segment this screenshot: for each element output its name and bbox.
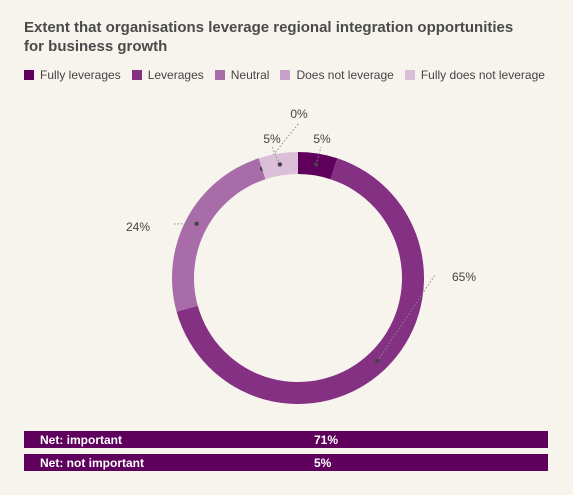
- legend-item-fully-leverages: Fully leverages: [24, 68, 121, 82]
- legend-label: Neutral: [230, 68, 270, 82]
- label-fully-leverages: 5%: [313, 132, 331, 146]
- label-leverages: 65%: [452, 270, 476, 284]
- legend-swatch: [280, 70, 291, 80]
- legend-swatch: [24, 70, 34, 80]
- legend-item-neutral: Neutral: [214, 68, 270, 82]
- legend-item-does-not-leverage: Does not leverage: [280, 68, 394, 82]
- legend-label: Fully leverages: [40, 68, 121, 82]
- chart-title: Extent that organisations leverage regio…: [24, 19, 514, 55]
- slice-marker-dot: [277, 162, 283, 167]
- net-important-label: Net: important: [40, 433, 122, 447]
- legend-swatch: [214, 70, 225, 80]
- legend-label: Does not leverage: [296, 68, 394, 82]
- label-neutral: 24%: [126, 220, 150, 234]
- label-does-not-leverage: 0%: [290, 107, 308, 121]
- legend: Fully leverages Leverages Neutral Does n…: [24, 68, 556, 82]
- net-not-important-label: Net: not important: [40, 456, 144, 470]
- slice-marker-dot: [375, 359, 380, 364]
- legend-label: Leverages: [147, 68, 204, 82]
- legend-item-fully-does-not-leverage: Fully does not leverage: [404, 68, 545, 82]
- donut-chart: 5% 65% 24% 0% 5%: [126, 107, 476, 404]
- net-important-bar: Net: important 71%: [24, 431, 548, 448]
- net-not-important-value: 5%: [314, 456, 332, 470]
- legend-swatch: [404, 70, 415, 80]
- legend-label: Fully does not leverage: [420, 68, 545, 82]
- leader-line: [315, 146, 322, 165]
- slice-neutral: [172, 158, 266, 312]
- net-not-important-bar: Net: not important 5%: [24, 454, 548, 471]
- legend-item-leverages: Leverages: [131, 68, 204, 82]
- leader-line: [261, 122, 300, 170]
- net-important-value: 71%: [314, 433, 339, 447]
- legend-swatch: [131, 70, 142, 80]
- slice-marker-dot: [194, 221, 199, 226]
- slice-marker-dot: [313, 162, 319, 167]
- label-fully-does-not-leverage: 5%: [263, 132, 281, 146]
